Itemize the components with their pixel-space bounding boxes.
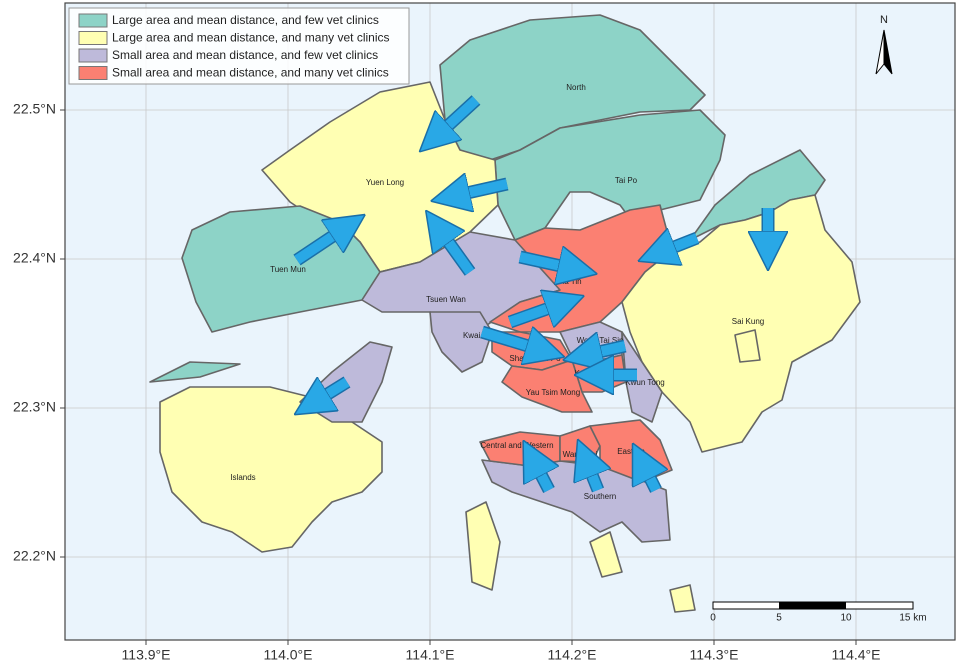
- arrow-body: [664, 238, 699, 251]
- legend: Large area and mean distance, and few ve…: [68, 7, 410, 85]
- district-label: Sham Shui Po: [509, 354, 561, 363]
- x-tick-label: 114.4°E: [832, 647, 881, 663]
- district-label: Tsuen Wan: [426, 295, 466, 304]
- arrow-body: [318, 382, 350, 400]
- north-label: N: [880, 14, 888, 26]
- islet: [149, 361, 241, 383]
- district-label: Eastern: [617, 447, 645, 456]
- district-label: Yau Tsim Mong: [526, 388, 580, 397]
- legend-box: [68, 7, 410, 85]
- district-kwai-tsing: [429, 311, 493, 373]
- scale-label: 15 km: [899, 613, 926, 624]
- y-tick-label: 22.4°N: [13, 250, 56, 266]
- district-label: Central and Western: [480, 441, 553, 450]
- y-tick-label: 22.3°N: [13, 399, 56, 415]
- x-tick-label: 114.1°E: [406, 647, 455, 663]
- scale-label: 0: [710, 613, 716, 624]
- map-frame: [64, 2, 956, 641]
- x-tick-label: 113.9°E: [122, 647, 171, 663]
- district-label: Sha Tin: [554, 277, 581, 286]
- district-label: Tai Po: [615, 176, 638, 185]
- islet: [734, 329, 761, 363]
- legend-label: Large area and mean distance, and many v…: [112, 31, 390, 45]
- north-arrow-right: [883, 29, 893, 75]
- arrow-body: [645, 468, 656, 493]
- arrow-body: [440, 96, 480, 133]
- arrow-body: [588, 465, 598, 492]
- scale-bar-segment: [779, 602, 846, 609]
- district-label: Wan Chai: [563, 450, 598, 459]
- islet: [465, 501, 501, 591]
- islet: [669, 584, 696, 613]
- arrow-body: [480, 332, 538, 349]
- legend-swatch: [78, 48, 108, 63]
- y-tick-label: 22.2°N: [13, 548, 56, 564]
- legend-swatch: [78, 31, 108, 45]
- district-kwun-tong: [621, 331, 663, 423]
- district-label: Islands: [230, 473, 255, 482]
- arrow-body: [518, 257, 570, 268]
- district-yau-tsim-mong: [501, 359, 593, 413]
- x-tick-label: 114.2°E: [548, 647, 597, 663]
- arrow-body: [536, 465, 549, 493]
- arrow-body: [458, 184, 509, 195]
- scale-label: 5: [776, 613, 782, 624]
- district-label: Tuen Mun: [270, 265, 306, 274]
- district-label: Southern: [584, 492, 616, 501]
- legend-label: Large area and mean distance, and few ve…: [112, 13, 379, 27]
- district-label: Kwun Tong: [625, 378, 664, 387]
- arrows: [294, 95, 768, 493]
- legend-label: Small area and mean distance, and many v…: [112, 66, 389, 80]
- north-arrow: N: [875, 14, 893, 75]
- legend-swatch: [78, 66, 108, 80]
- scale-bar: 0 5 10 15 km: [710, 601, 927, 624]
- arrow-body: [590, 346, 627, 354]
- legend-swatch: [78, 13, 108, 28]
- district-label: Yuen Long: [366, 178, 404, 187]
- arrow-body: [294, 230, 342, 265]
- scale-label: 10: [840, 613, 852, 624]
- x-tick-label: 114.3°E: [690, 647, 739, 663]
- x-tick-label: 114.0°E: [264, 647, 313, 663]
- arrow-body: [442, 233, 475, 275]
- y-tick-label: 22.5°N: [13, 101, 56, 117]
- arrow-body: [508, 305, 558, 322]
- district-label: North: [566, 83, 586, 92]
- district-label: Sai Kung: [732, 317, 764, 326]
- islet: [589, 531, 623, 578]
- legend-label: Small area and mean distance, and few ve…: [112, 48, 378, 62]
